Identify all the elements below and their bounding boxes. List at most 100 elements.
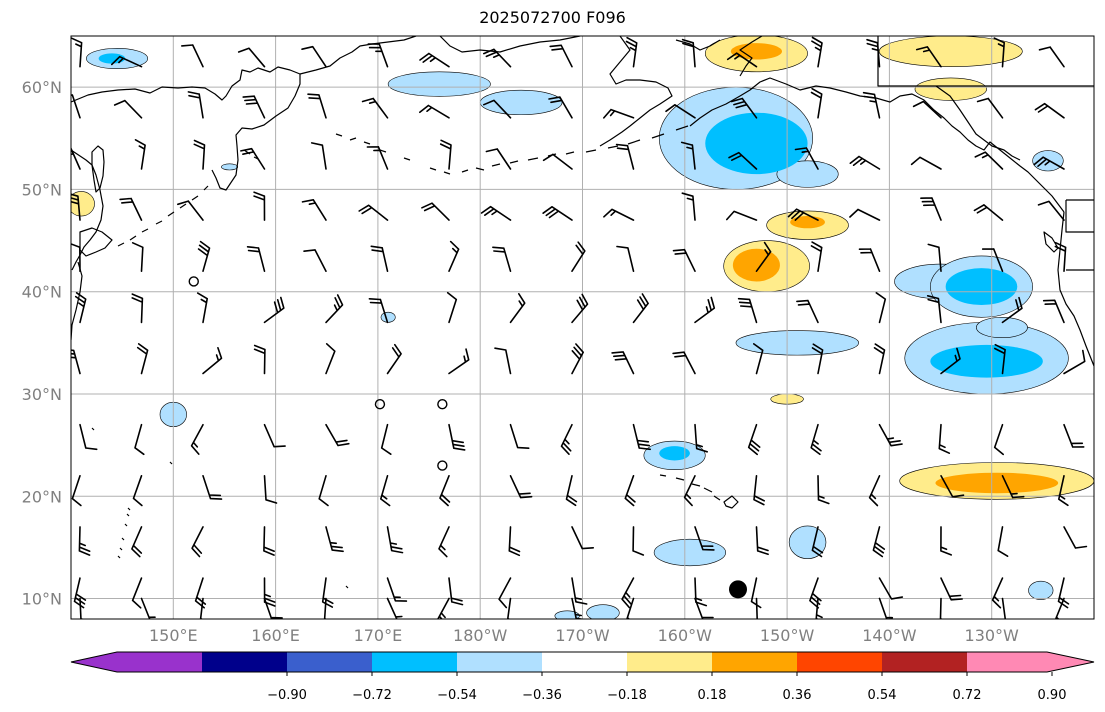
wind-barb: [380, 475, 391, 507]
wind-barb: [78, 526, 91, 556]
anomaly-strong-pos: [935, 472, 1059, 494]
wind-barb: [1063, 423, 1085, 448]
wind-barb: [866, 38, 881, 68]
wind-barb: [542, 206, 573, 221]
wind-barb: [1063, 526, 1088, 549]
wind-barb: [71, 349, 81, 375]
wind-barb: [190, 423, 204, 455]
wind-barb: [181, 44, 204, 68]
wind-barb: [858, 248, 881, 272]
colorbar-tick-label: −0.90: [267, 688, 307, 703]
wind-barb: [755, 526, 769, 556]
lon-label: 150°W: [760, 626, 815, 645]
wind-barb: [681, 192, 696, 221]
wind-barb: [79, 423, 98, 451]
wind-barb: [193, 139, 206, 170]
wind-barb: [926, 295, 942, 324]
wind-barb: [1037, 200, 1065, 221]
wind-barb: [927, 243, 942, 272]
colorbar-tick-label: −0.72: [352, 688, 392, 703]
wind-barb: [849, 208, 881, 221]
wind-barb: [728, 151, 758, 170]
colorbar-tick-label: −0.18: [607, 688, 647, 703]
lat-label: 40°N: [22, 283, 62, 302]
wind-barb: [483, 99, 512, 119]
wind-barb: [386, 343, 402, 375]
wind-barb: [997, 526, 1009, 557]
wind-barb: [809, 577, 822, 609]
wind-barb: [71, 475, 82, 507]
wind-barb: [325, 343, 336, 375]
wind-barb: [981, 248, 1004, 272]
wind-barb: [438, 526, 450, 558]
wind-barb: [1063, 349, 1086, 375]
coast-kurils: [117, 185, 209, 247]
latitude-labels: 60°N 50°N 40°N 30°N 20°N 10°N: [22, 78, 62, 608]
wind-barb: [873, 343, 886, 375]
wind-barb: [571, 343, 584, 375]
colorbar-tick-label: 0.90: [1038, 688, 1067, 703]
wind-barb: [140, 597, 156, 619]
gridlines: [71, 36, 1094, 619]
colorbar-tick-label: 0.36: [783, 688, 812, 703]
wind-barb: [237, 47, 266, 68]
wind-barb: [810, 87, 823, 119]
wind-barb: [753, 475, 765, 506]
wind-barb: [1058, 475, 1069, 507]
wind-barb: [134, 139, 146, 170]
map-title: 2025072700 F096: [479, 8, 626, 27]
wind-barb: [1057, 577, 1070, 609]
wind-barb: [565, 475, 578, 507]
wind-barb: [872, 526, 886, 558]
wind-barb: [811, 343, 824, 375]
wind-barb: [131, 293, 144, 324]
wind-barb: [446, 291, 458, 324]
coast-panhandle: [935, 85, 1021, 161]
lon-label: 150°E: [149, 626, 198, 645]
wind-barb: [611, 351, 635, 375]
wind-barb: [811, 526, 824, 558]
wind-barb: [683, 475, 696, 507]
anomaly-weak-pos: [914, 77, 987, 101]
wind-barb: [439, 139, 452, 170]
wind-barbs: [71, 36, 1088, 619]
wind-barb: [681, 38, 696, 68]
wind-barb: [726, 210, 758, 221]
wind-barb: [549, 44, 573, 68]
calm-wind-marker: [188, 276, 199, 287]
lat-label: 30°N: [22, 385, 62, 404]
wind-barb: [263, 526, 275, 556]
storm-position-marker: [728, 580, 747, 599]
wind-barb: [199, 597, 204, 619]
anomaly-weak-pos: [71, 191, 95, 217]
wind-barb: [694, 597, 714, 619]
wind-barb: [753, 343, 764, 375]
coast-north-america: [1057, 211, 1094, 367]
lat-label: 60°N: [22, 78, 62, 97]
colorbar-bin: [712, 652, 797, 672]
wind-barb: [993, 37, 1005, 68]
wind-barb: [726, 52, 758, 68]
colorbar-bin: [457, 652, 542, 672]
wind-barb: [202, 347, 223, 375]
colorbar-tick-label: −0.36: [522, 688, 562, 703]
wind-barb: [132, 475, 143, 507]
wind-barb: [73, 577, 87, 609]
wind-barb: [1001, 597, 1007, 619]
wind-barb: [367, 43, 389, 68]
wind-barb: [492, 246, 512, 272]
wind-barb: [177, 200, 204, 221]
wind-barb: [694, 423, 708, 453]
wind-barb: [310, 142, 327, 170]
wind-barb: [624, 475, 636, 507]
wind-barb: [849, 155, 881, 170]
wind-barb: [571, 597, 586, 619]
wind-barb: [246, 246, 266, 272]
wind-barb: [325, 526, 344, 553]
wind-barb: [875, 292, 887, 324]
wind-barb: [755, 241, 772, 272]
anomaly-weak-neg: [586, 604, 620, 619]
wind-barb: [1001, 296, 1023, 324]
colorbar-tick-label: −0.54: [437, 688, 477, 703]
colorbar-bin: [882, 652, 967, 672]
